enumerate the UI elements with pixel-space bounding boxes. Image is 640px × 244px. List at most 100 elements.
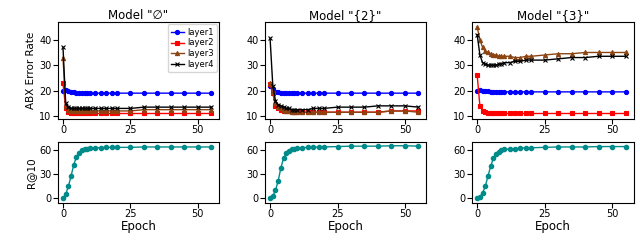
- layer3: [67, 110, 75, 112]
- layer3: [167, 108, 175, 111]
- layer2: [113, 112, 121, 115]
- X-axis label: Epoch: Epoch: [535, 220, 571, 233]
- layer3: [83, 110, 91, 112]
- layer3: [92, 110, 99, 112]
- layer2: [78, 112, 86, 115]
- layer3: [113, 110, 121, 112]
- layer3: [127, 110, 134, 112]
- Legend: layer1, layer2, layer3, layer4: layer1, layer2, layer3, layer4: [168, 24, 217, 72]
- layer3: [108, 110, 115, 112]
- layer3: [62, 104, 70, 107]
- layer4: [59, 46, 67, 49]
- layer2: [154, 112, 161, 115]
- layer2: [83, 112, 91, 115]
- layer1: [59, 89, 67, 92]
- layer4: [167, 106, 175, 109]
- layer3: [140, 108, 148, 111]
- layer3: [102, 110, 110, 112]
- layer1: [70, 91, 77, 94]
- layer4: [108, 107, 115, 110]
- layer1: [194, 92, 202, 95]
- layer4: [78, 107, 86, 110]
- layer2: [59, 81, 67, 84]
- layer2: [86, 112, 94, 115]
- layer4: [65, 106, 72, 109]
- layer4: [207, 106, 215, 109]
- Line: layer3: layer3: [61, 55, 213, 113]
- layer2: [76, 112, 83, 115]
- layer3: [194, 108, 202, 111]
- layer2: [72, 112, 80, 115]
- layer2: [65, 111, 72, 114]
- layer1: [127, 92, 134, 95]
- Y-axis label: ABX Error Rate: ABX Error Rate: [26, 32, 36, 109]
- Line: layer4: layer4: [61, 45, 213, 111]
- layer4: [97, 107, 104, 110]
- layer1: [78, 92, 86, 94]
- layer2: [102, 112, 110, 115]
- layer1: [76, 92, 83, 94]
- layer3: [59, 56, 67, 59]
- layer3: [70, 110, 77, 112]
- layer1: [86, 92, 94, 95]
- layer1: [67, 91, 75, 93]
- layer4: [194, 106, 202, 109]
- layer4: [72, 107, 80, 110]
- layer1: [102, 92, 110, 95]
- layer1: [108, 92, 115, 95]
- layer4: [70, 107, 77, 110]
- layer3: [65, 108, 72, 111]
- layer3: [78, 110, 86, 112]
- layer4: [113, 107, 121, 110]
- layer3: [154, 108, 161, 111]
- layer2: [92, 112, 99, 115]
- Line: layer2: layer2: [61, 81, 213, 116]
- layer3: [81, 110, 88, 112]
- layer3: [72, 110, 80, 112]
- layer1: [167, 92, 175, 95]
- layer1: [154, 92, 161, 95]
- Y-axis label: R@10: R@10: [26, 157, 36, 188]
- layer4: [76, 107, 83, 110]
- Line: layer1: layer1: [61, 88, 213, 95]
- layer4: [154, 106, 161, 109]
- layer1: [65, 90, 72, 92]
- layer1: [81, 92, 88, 95]
- layer4: [92, 107, 99, 110]
- layer4: [102, 107, 110, 110]
- layer3: [76, 110, 83, 112]
- layer1: [83, 92, 91, 95]
- layer2: [81, 112, 88, 115]
- X-axis label: Epoch: Epoch: [328, 220, 364, 233]
- layer1: [140, 92, 148, 95]
- layer2: [67, 112, 75, 115]
- layer4: [127, 107, 134, 110]
- layer4: [83, 107, 91, 110]
- layer3: [207, 108, 215, 111]
- layer2: [108, 112, 115, 115]
- layer4: [62, 102, 70, 105]
- layer1: [92, 92, 99, 95]
- layer2: [207, 112, 215, 115]
- layer4: [67, 107, 75, 110]
- layer2: [62, 107, 70, 110]
- Title: Model "{3}": Model "{3}": [516, 9, 589, 22]
- layer2: [194, 112, 202, 115]
- layer2: [140, 112, 148, 115]
- Title: Model "∅": Model "∅": [108, 9, 168, 22]
- layer4: [140, 106, 148, 109]
- layer4: [81, 107, 88, 110]
- layer4: [180, 106, 188, 109]
- Title: Model "{2}": Model "{2}": [309, 9, 382, 22]
- layer3: [97, 110, 104, 112]
- layer4: [86, 107, 94, 110]
- layer2: [127, 112, 134, 115]
- layer1: [207, 92, 215, 95]
- layer2: [97, 112, 104, 115]
- layer3: [180, 108, 188, 111]
- layer3: [86, 110, 94, 112]
- layer2: [180, 112, 188, 115]
- layer1: [97, 92, 104, 95]
- layer1: [180, 92, 188, 95]
- layer1: [72, 91, 80, 94]
